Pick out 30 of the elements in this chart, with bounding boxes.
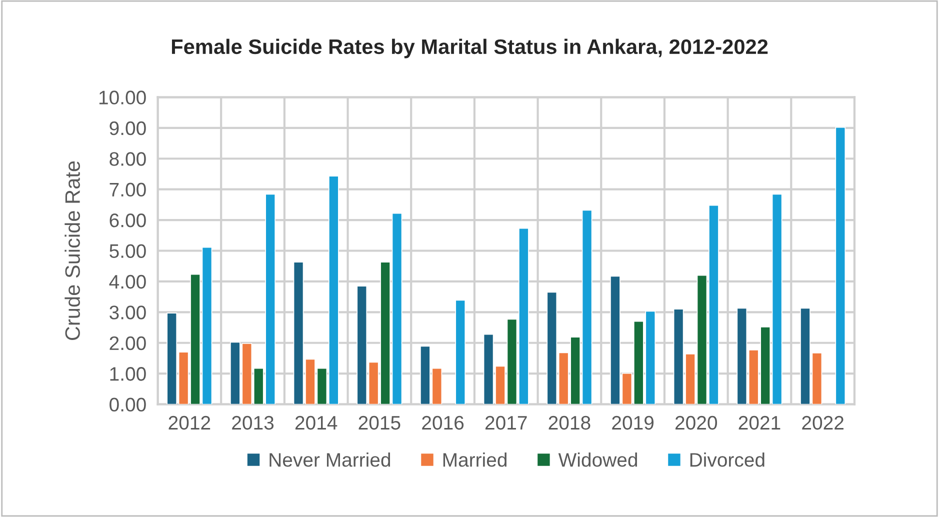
x-tick-label: 2012	[168, 416, 210, 430]
y-tick-label: 1.00	[110, 367, 146, 381]
y-tick-label: 5.00	[110, 244, 146, 258]
x-tick-label: 2020	[675, 416, 718, 430]
y-tick-label: 7.00	[110, 182, 146, 197]
y-tick-label: 3.00	[110, 306, 146, 320]
x-tick-label: 2015	[358, 416, 400, 430]
x-tick-label: 2022	[802, 416, 844, 430]
legend-label: Married	[443, 452, 506, 467]
x-tick-label: 2019	[612, 416, 654, 430]
bar	[455, 300, 466, 404]
x-tick-label: 2021	[738, 416, 780, 430]
bar	[835, 126, 846, 404]
y-tick-label: 4.00	[109, 274, 146, 289]
x-tick-label: 2013	[232, 416, 274, 430]
x-tick-label: 2016	[422, 416, 464, 430]
x-tick-label: 2018	[548, 416, 590, 430]
x-tick-label: 2017	[485, 416, 527, 430]
y-tick-label: 9.00	[110, 121, 146, 136]
legend-label: Widowed	[558, 452, 638, 467]
chart-title: Female Suicide Rates by Marital Status in Ankara, 2012-2022	[172, 38, 768, 58]
y-tick-label: 0.00	[110, 398, 146, 412]
legend-label: Never Married	[270, 452, 390, 467]
y-tick-label: 8.00	[110, 152, 146, 166]
legend-label: Divorced	[690, 452, 764, 467]
y-tick-label: 6.00	[110, 214, 146, 228]
x-tick-label: 2014	[295, 416, 338, 430]
y-axis-title: Crude Suicide Rate	[64, 161, 80, 340]
y-tick-label: 10.00	[99, 90, 146, 104]
y-tick-label: 2.00	[110, 336, 146, 350]
